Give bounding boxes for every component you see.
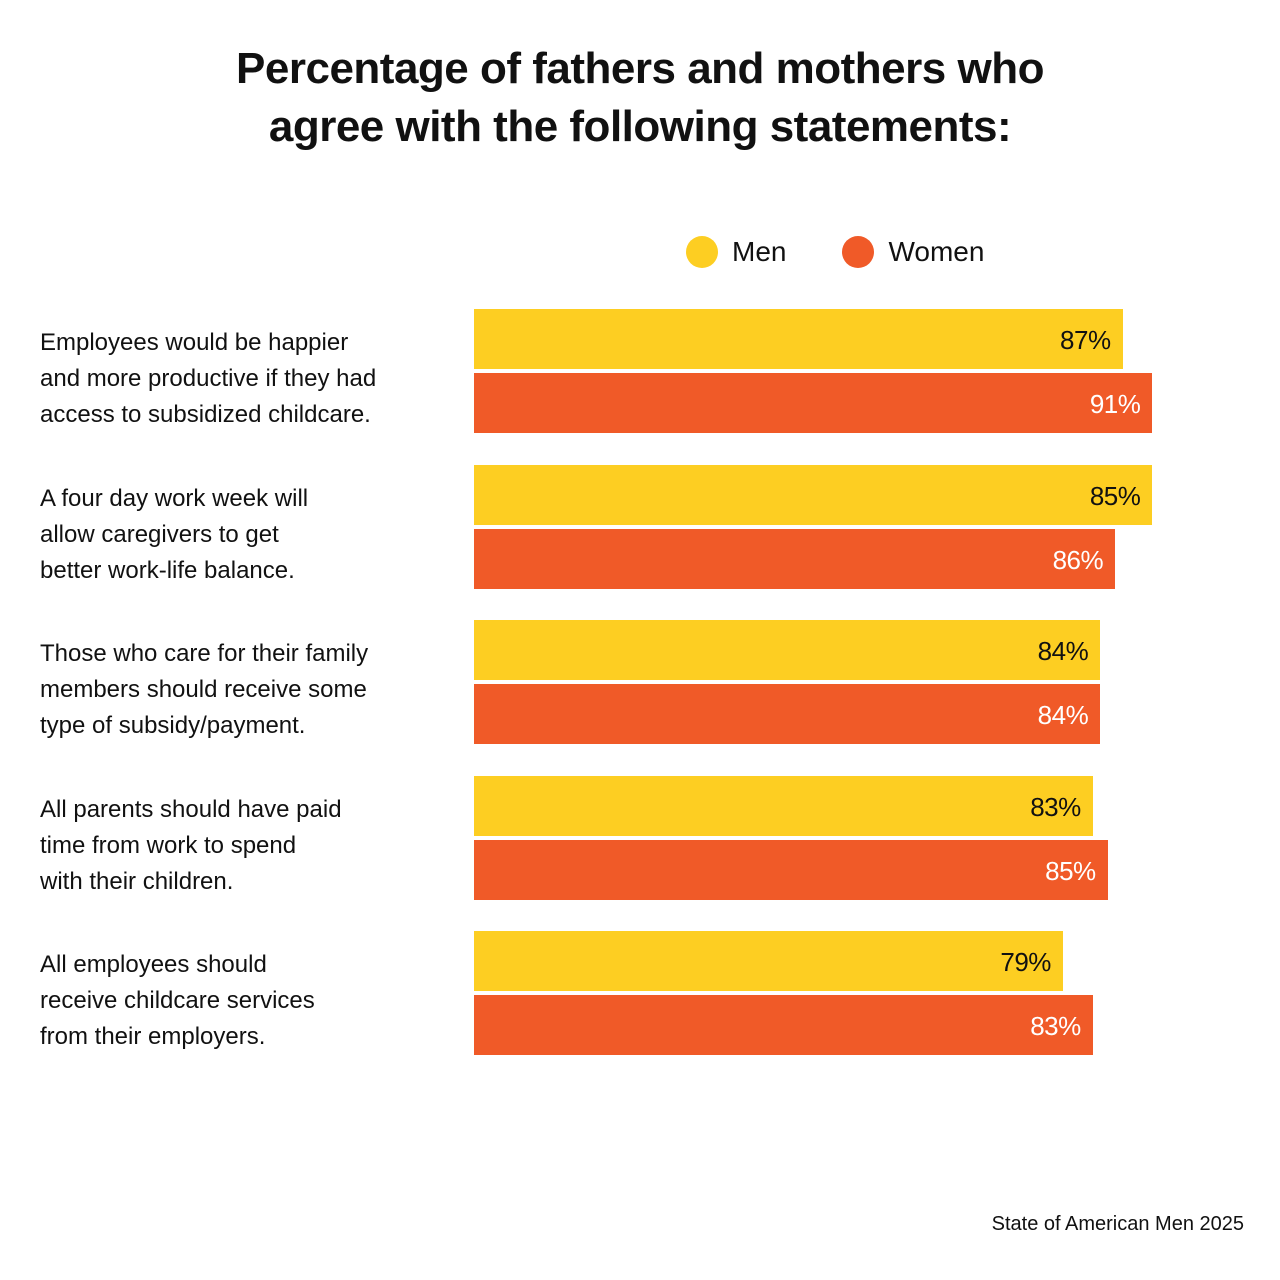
category-label-line: receive childcare services xyxy=(40,987,315,1014)
data-label-women: 84% xyxy=(1037,700,1089,730)
category-label: Those who care for their family members s… xyxy=(40,636,440,744)
legend-label-women: Women xyxy=(888,236,985,267)
data-label-women: 83% xyxy=(1030,1011,1081,1041)
data-label-men: 84% xyxy=(1037,636,1089,666)
legend-label-men: Men xyxy=(732,236,787,267)
bar-women: 83% xyxy=(474,995,1093,1055)
data-label-men: 79% xyxy=(1000,947,1051,977)
source-note: State of American Men 2025 xyxy=(991,1213,1244,1235)
chart-title-line-2: agree with the following statements: xyxy=(268,102,1012,151)
category-label-line: Those who care for their family xyxy=(40,640,369,667)
category-label-line: time from work to spend xyxy=(40,831,297,859)
category-label-line: A four day work week will xyxy=(40,484,309,512)
legend-item-men: Men xyxy=(686,236,786,268)
bar-women: 86% xyxy=(474,528,1116,589)
category-label: A four day work week will allow caregiver… xyxy=(40,481,440,589)
category-label-line: members should receive some xyxy=(40,676,367,703)
legend-swatch-men xyxy=(686,236,718,268)
bar-men: 84% xyxy=(474,620,1101,680)
category-label-line: All employees should xyxy=(40,951,267,978)
legend-swatch-women xyxy=(842,236,875,268)
bar-men: 87% xyxy=(474,309,1123,369)
category-label-line: from their employers. xyxy=(40,1023,266,1050)
bar-women: 85% xyxy=(474,839,1108,900)
category-label-line: with their children. xyxy=(40,867,234,895)
category-label-line: type of subsidy/payment. xyxy=(40,712,306,739)
bar-women: 84% xyxy=(474,684,1101,744)
bar-women: 91% xyxy=(474,373,1153,433)
data-label-women: 86% xyxy=(1052,544,1104,575)
bar-men: 83% xyxy=(474,775,1093,836)
category-label-line: better work-life balance. xyxy=(40,556,295,584)
bar-men: 79% xyxy=(474,931,1063,991)
chart-title: Percentage of fathers and mothers who ag… xyxy=(0,40,1280,156)
category-label: All parents should have paid time from wo… xyxy=(40,792,440,900)
category-label-line: allow caregivers to get xyxy=(40,520,279,548)
category-label: All employees should receive childcare se… xyxy=(40,947,440,1055)
legend: Men Women xyxy=(686,236,1040,268)
chart-title-line-1: Percentage of fathers and mothers who xyxy=(236,44,1044,93)
category-label: Employees would be happier and more produ… xyxy=(40,325,440,433)
data-label-men: 83% xyxy=(1030,791,1081,822)
category-label-line: All parents should have paid xyxy=(40,795,342,823)
bar-men: 85% xyxy=(474,464,1153,525)
category-label-line: access to subsidized childcare. xyxy=(40,401,371,428)
data-label-women: 85% xyxy=(1045,855,1096,886)
data-label-men: 87% xyxy=(1060,325,1111,355)
data-label-women: 91% xyxy=(1089,389,1141,419)
legend-item-women: Women xyxy=(842,236,984,268)
category-label-line: and more productive if they had xyxy=(40,365,377,392)
data-label-men: 85% xyxy=(1089,480,1141,511)
category-label-line: Employees would be happier xyxy=(40,329,349,356)
